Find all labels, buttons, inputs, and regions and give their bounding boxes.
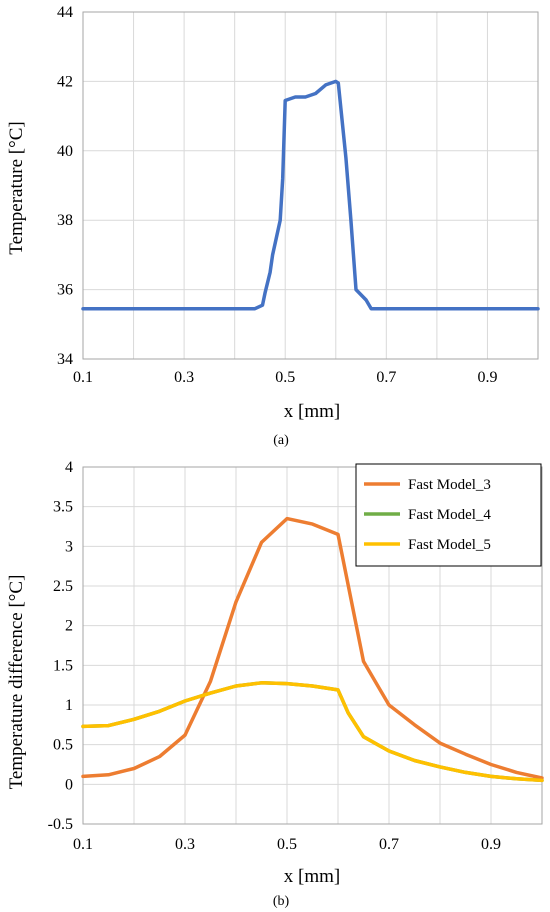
chart-a-ytick-label: 38 [57, 212, 73, 229]
chart-a-xtick-label: 0.5 [275, 369, 295, 386]
chart-b-series-line-3 [81, 681, 544, 783]
chart-a-ytick-label: 42 [57, 73, 73, 90]
chart-a-plot-frame [82, 11, 539, 360]
chart-b-legend-label: Fast Model_3 [408, 477, 491, 493]
chart-a-ylabel: Temperature [°C] [6, 121, 27, 254]
chart-b-xtick-label: 0.5 [277, 836, 297, 853]
chart-a-xtick-label: 0.1 [73, 369, 93, 386]
chart-b-ytick-label: 4 [65, 459, 73, 476]
chart-a: x [mm] Temperature [°C] (a) 0.1 0.3 0.5 0.7… [6, 4, 540, 448]
chart-b-ytick-label: 1.5 [53, 657, 73, 674]
chart-b-ytick-label: 3 [65, 538, 73, 555]
chart-a-xtick-label: 0.3 [174, 369, 194, 386]
chart-b-plot-frame [82, 466, 543, 825]
chart-a-ytick-label: 40 [57, 143, 73, 160]
chart-a-caption: (a) [273, 433, 289, 448]
chart-b-legend-label: Fast Model_5 [408, 537, 491, 553]
chart-b-xlabel: x [mm] [284, 866, 340, 887]
chart-b-xtick-label: 0.1 [73, 836, 93, 853]
chart-b-caption: (b) [273, 894, 290, 909]
chart-b-legend: Fast Model_3 Fast Model_4 Fast Model_5 [355, 463, 542, 567]
chart-b-ytick-label: 0 [65, 776, 73, 793]
chart-b-series-line-1 [81, 516, 544, 780]
chart-a-series-line-1 [81, 79, 540, 311]
chart-b-legend-label: Fast Model_4 [408, 507, 491, 523]
chart-a-xtick-label: 0.9 [477, 369, 497, 386]
chart-a-ytick-label: 44 [57, 4, 73, 21]
chart-b-ylabel: Temperature difference [°C] [6, 575, 27, 790]
chart-b: x [mm] Temperature difference [°C] (b) 0… [6, 459, 544, 909]
chart-b-xtick-label: 0.7 [379, 836, 399, 853]
chart-b-ytick-label: 2.5 [53, 578, 73, 595]
chart-b-ytick-label: 3.5 [53, 499, 73, 516]
chart-b-xtick-label: 0.9 [481, 836, 501, 853]
chart-b-ytick-label: 1 [65, 697, 73, 714]
chart-b-ytick-label: -0.5 [48, 816, 73, 833]
chart-b-series-line-2 [81, 681, 544, 783]
chart-a-ytick-label: 36 [57, 282, 73, 299]
chart-b-ytick-label: 2 [65, 618, 73, 635]
chart-a-xlabel: x [mm] [284, 401, 340, 422]
chart-a-ytick-label: 34 [57, 351, 73, 368]
chart-a-xtick-label: 0.7 [376, 369, 396, 386]
chart-b-xtick-label: 0.3 [175, 836, 195, 853]
chart-b-ytick-label: 0.5 [53, 737, 73, 754]
